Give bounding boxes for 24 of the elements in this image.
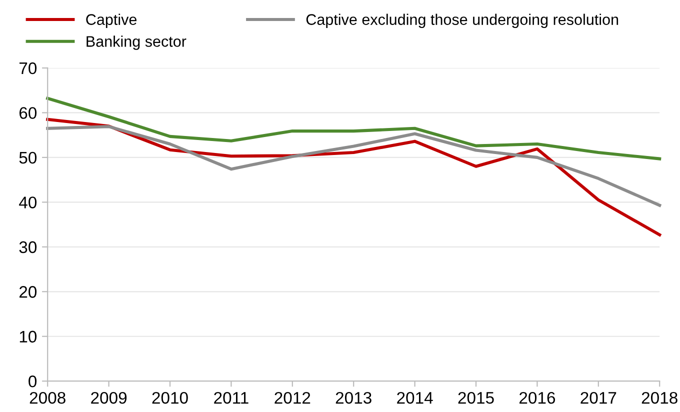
y-tick-label: 40 [19, 196, 37, 208]
x-tick-label: 2016 [520, 392, 556, 404]
x-tick-label: 2012 [274, 392, 310, 404]
x-tick-label: 2017 [580, 392, 616, 404]
x-tick-label: 2010 [152, 392, 188, 404]
line-series [46, 96, 662, 160]
x-tick-label: 2008 [30, 392, 66, 404]
x-tick-label: 2014 [397, 392, 433, 404]
x-tick-label: 2015 [458, 392, 494, 404]
y-tick-label: 50 [19, 152, 37, 164]
x-tick-label: 2011 [214, 392, 248, 404]
line-series [46, 125, 662, 207]
y-tick-label: 60 [19, 107, 37, 119]
y-tick-label: 30 [19, 241, 37, 254]
x-tick-label: 2009 [91, 392, 127, 404]
legend-label: Banking sector [86, 36, 186, 50]
y-tick-label: 70 [20, 62, 37, 74]
y-tick-label: 20 [19, 286, 37, 298]
legend-label: Captive excluding those undergoing resolution [306, 14, 618, 28]
x-tick-label: 2013 [336, 392, 372, 404]
y-tick-label: 10 [20, 330, 37, 343]
x-tick-label: 2018 [642, 392, 678, 404]
legend-label: Captive [86, 14, 137, 28]
y-tick-label: 0 [28, 376, 37, 388]
